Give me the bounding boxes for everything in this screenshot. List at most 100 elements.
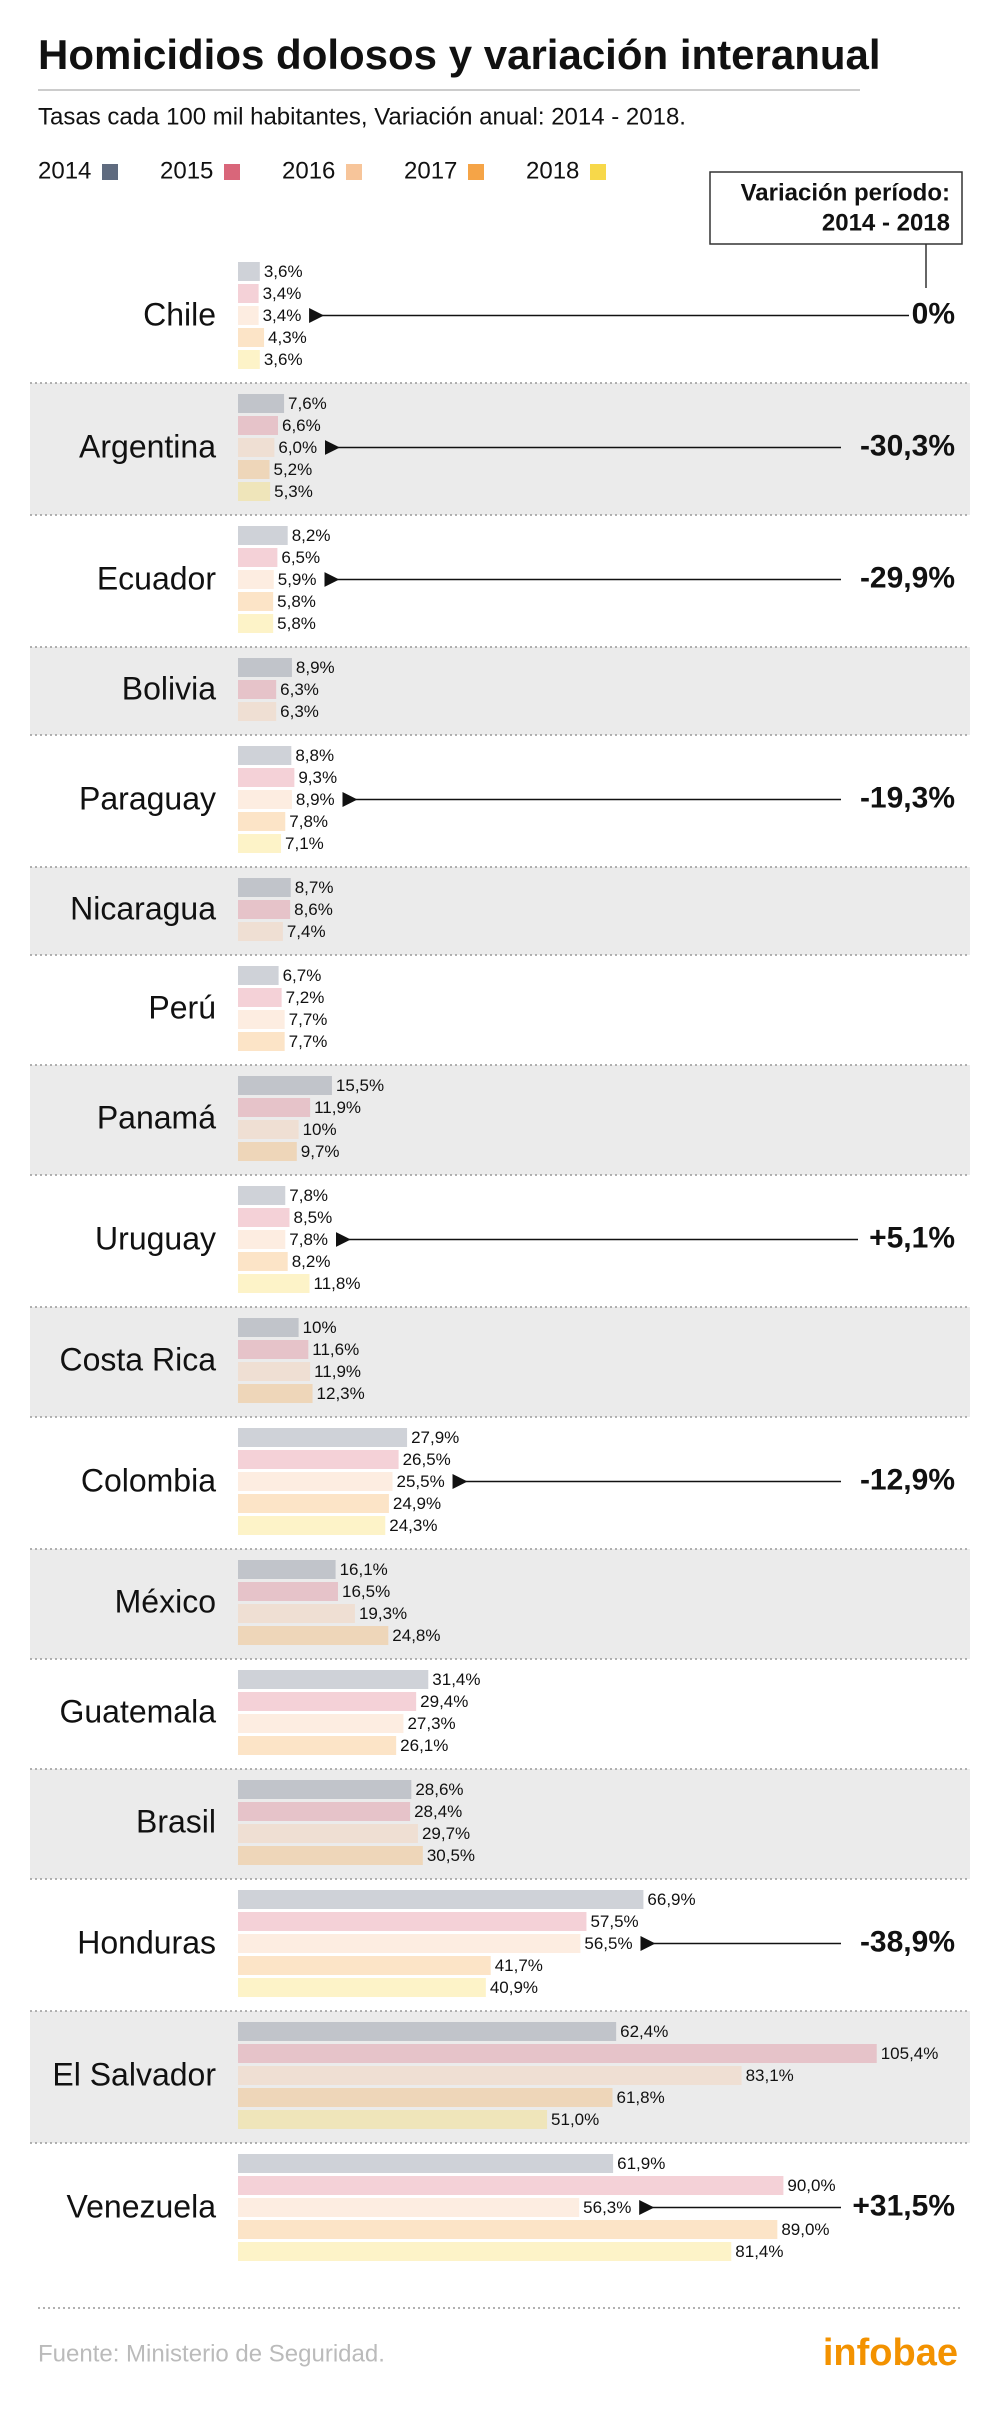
legend-label: 2016: [282, 157, 335, 184]
category-label: Nicaragua: [70, 890, 216, 926]
bar: [238, 1626, 389, 1645]
value-label: 5,2%: [274, 460, 313, 479]
value-label: 15,5%: [336, 1076, 384, 1095]
category-label: Guatemala: [59, 1693, 216, 1729]
value-label: 8,2%: [292, 526, 331, 545]
value-label: 25,5%: [397, 1472, 445, 1491]
bar: [238, 1384, 313, 1403]
legend-label: 2014: [38, 157, 91, 184]
value-label: 12,3%: [317, 1384, 365, 1403]
value-label: 89,0%: [781, 2220, 829, 2239]
bar: [238, 2088, 613, 2107]
value-label: 83,1%: [746, 2066, 794, 2085]
bar: [238, 1186, 286, 1205]
value-label: 6,6%: [282, 416, 321, 435]
category-label: Venezuela: [67, 2188, 217, 2224]
bar: [238, 570, 274, 589]
legend-label: 2015: [160, 157, 213, 184]
bar: [238, 1472, 393, 1491]
bar: [238, 262, 260, 281]
value-label: 6,0%: [278, 438, 317, 457]
row-band: [30, 867, 970, 955]
bar: [238, 2022, 617, 2041]
value-label: 8,9%: [296, 658, 335, 677]
value-label: 4,3%: [268, 328, 307, 347]
value-label: 24,3%: [389, 1516, 437, 1535]
variation-title: Variación período:: [741, 179, 950, 206]
variation-label: 0%: [912, 297, 955, 330]
bar: [238, 1714, 404, 1733]
bar: [238, 1120, 299, 1139]
value-label: 10%: [303, 1318, 337, 1337]
bar: [238, 1252, 288, 1271]
bar: [238, 1010, 285, 1029]
value-label: 11,8%: [314, 1274, 361, 1293]
row-band: [30, 1549, 970, 1659]
bar: [238, 1978, 486, 1997]
value-label: 11,6%: [312, 1340, 359, 1359]
value-label: 9,7%: [301, 1142, 340, 1161]
category-label: Panamá: [97, 1099, 216, 1135]
bar: [238, 306, 259, 325]
bar: [238, 394, 285, 413]
bar: [238, 438, 275, 457]
legend-swatch: [224, 164, 240, 180]
variation-title: 2014 - 2018: [822, 209, 950, 236]
value-label: 5,8%: [277, 614, 316, 633]
row-band: [30, 383, 970, 515]
bar: [238, 834, 282, 853]
bar: [238, 1692, 417, 1711]
value-label: 66,9%: [647, 1890, 695, 1909]
row-band: [30, 1065, 970, 1175]
bar: [238, 1340, 309, 1359]
value-label: 41,7%: [495, 1956, 543, 1975]
bar: [238, 1450, 399, 1469]
bar: [238, 1802, 411, 1821]
bar: [238, 790, 292, 809]
bar: [238, 900, 291, 919]
category-label: Uruguay: [95, 1220, 216, 1256]
value-label: 8,9%: [296, 790, 335, 809]
value-label: 7,8%: [289, 1230, 328, 1249]
value-label: 28,6%: [415, 1780, 463, 1799]
value-label: 7,6%: [288, 394, 327, 413]
value-label: 57,5%: [590, 1912, 638, 1931]
value-label: 27,3%: [407, 1714, 455, 1733]
bar: [238, 680, 277, 699]
value-label: 31,4%: [432, 1670, 480, 1689]
bar: [238, 2220, 778, 2239]
value-label: 8,5%: [294, 1208, 333, 1227]
bar: [238, 1890, 644, 1909]
category-label: Costa Rica: [60, 1341, 217, 1377]
row-band: [30, 1307, 970, 1417]
bar: [238, 1582, 338, 1601]
category-label: El Salvador: [52, 2056, 216, 2092]
bar: [238, 614, 274, 633]
row-band: [30, 2011, 970, 2143]
bar: [238, 702, 277, 721]
value-label: 11,9%: [314, 1362, 361, 1381]
bar: [238, 1670, 429, 1689]
value-label: 8,8%: [295, 746, 334, 765]
value-label: 5,3%: [274, 482, 313, 501]
bar: [238, 592, 274, 611]
bar: [238, 1604, 355, 1623]
bar: [238, 2154, 614, 2173]
bar: [238, 2044, 877, 2063]
variation-label: -30,3%: [860, 429, 955, 462]
category-label: México: [115, 1583, 216, 1619]
legend-swatch: [102, 164, 118, 180]
value-label: 30,5%: [427, 1846, 475, 1865]
category-label: Paraguay: [79, 780, 216, 816]
bar: [238, 526, 288, 545]
category-label: Colombia: [81, 1462, 216, 1498]
value-label: 6,7%: [283, 966, 322, 985]
bar: [238, 2242, 732, 2261]
value-label: 24,9%: [393, 1494, 441, 1513]
value-label: 81,4%: [735, 2242, 783, 2261]
value-label: 7,7%: [289, 1032, 328, 1051]
bar: [238, 1516, 386, 1535]
bar: [238, 1230, 286, 1249]
bar: [238, 482, 271, 501]
bar: [238, 768, 295, 787]
